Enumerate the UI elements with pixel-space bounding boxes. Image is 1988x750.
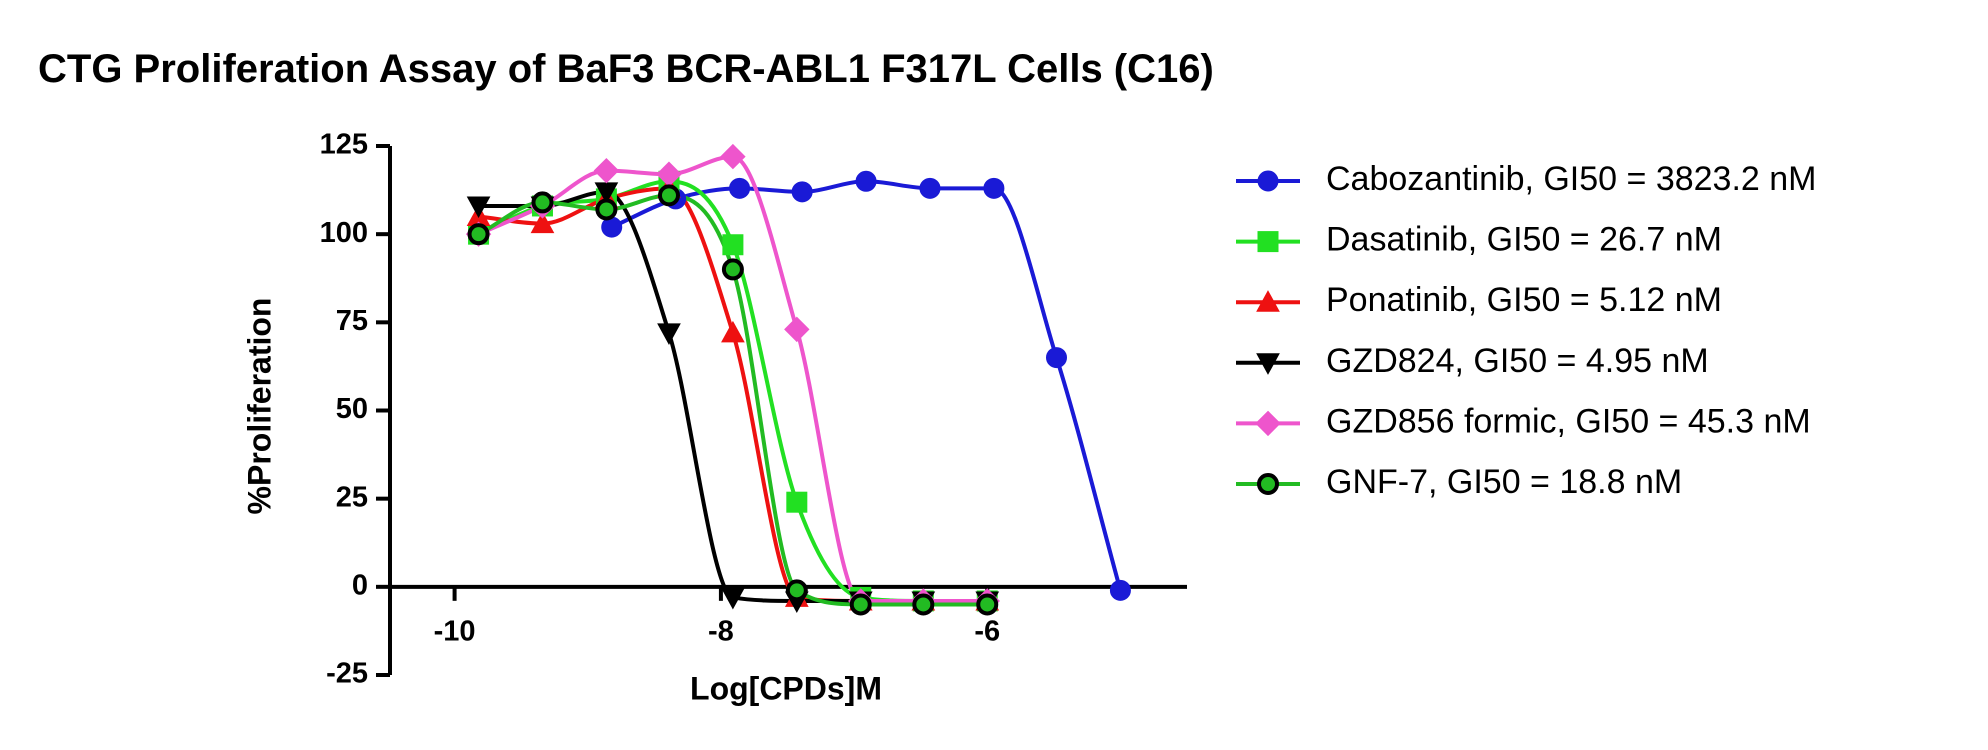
marker [849, 593, 872, 616]
marker [467, 223, 490, 246]
marker [531, 191, 554, 214]
marker [721, 320, 745, 343]
y-tick-label: -25 [326, 658, 368, 690]
legend-label: GNF-7, GI50 = 18.8 nM [1326, 463, 1682, 501]
legend-marker [1256, 290, 1280, 312]
fit-curve [477, 154, 988, 603]
marker [855, 170, 877, 192]
marker [1109, 579, 1131, 601]
legend-label: GZD856 formic, GI50 = 45.3 nM [1326, 402, 1811, 440]
x-tick-label: -10 [434, 615, 476, 647]
y-tick-label: 50 [336, 393, 368, 425]
marker [466, 196, 491, 218]
y-tick-label: 0 [352, 569, 368, 601]
marker [530, 211, 555, 234]
legend-label: Ponatinib, GI50 = 5.12 nM [1326, 281, 1722, 319]
marker [791, 181, 813, 203]
chart-title: CTG Proliferation Assay of BaF3 BCR-ABL1… [38, 47, 1214, 91]
legend-label: Dasatinib, GI50 = 26.7 nM [1326, 221, 1722, 259]
marker [983, 177, 1005, 199]
marker [595, 198, 618, 221]
marker [919, 177, 941, 199]
marker [722, 234, 744, 256]
legend-marker [1255, 410, 1281, 437]
marker [729, 177, 751, 199]
y-tick-label: 125 [320, 129, 368, 161]
legend-marker [1257, 231, 1279, 253]
y-tick-label: 100 [320, 217, 368, 249]
x-axis-label: Log[CPDs]M [690, 670, 882, 706]
legend-marker [1256, 353, 1280, 375]
legend-label: GZD824, GI50 = 4.95 nM [1326, 342, 1709, 380]
y-tick-label: 25 [336, 481, 368, 513]
marker [1045, 347, 1067, 369]
legend-marker [1257, 473, 1279, 495]
legend-label: Cabozantinib, GI50 = 3823.2 nM [1326, 160, 1817, 198]
marker [784, 316, 810, 343]
marker [786, 491, 808, 513]
marker [721, 258, 744, 281]
y-axis-label: %Proliferation [241, 298, 277, 515]
marker [657, 323, 681, 345]
x-tick-label: -8 [708, 615, 734, 647]
marker [657, 184, 680, 207]
marker [912, 593, 935, 616]
marker [721, 587, 745, 610]
fit-curve [610, 179, 1123, 591]
marker [720, 143, 746, 170]
marker [785, 579, 808, 602]
marker [976, 593, 999, 616]
legend-marker [1257, 170, 1279, 192]
y-tick-label: 75 [336, 305, 368, 337]
marker [593, 157, 620, 184]
fit-curve [477, 193, 988, 607]
x-tick-label: -6 [974, 615, 1000, 647]
